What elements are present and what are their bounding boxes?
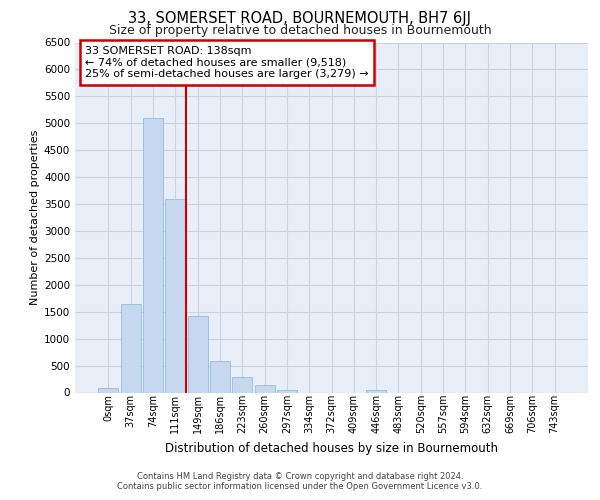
Bar bbox=[98, 388, 118, 392]
Text: Contains HM Land Registry data © Crown copyright and database right 2024.
Contai: Contains HM Land Registry data © Crown c… bbox=[118, 472, 482, 491]
Y-axis label: Number of detached properties: Number of detached properties bbox=[30, 130, 40, 305]
Bar bbox=[210, 362, 230, 392]
X-axis label: Distribution of detached houses by size in Bournemouth: Distribution of detached houses by size … bbox=[165, 442, 498, 454]
Bar bbox=[143, 118, 163, 392]
Bar bbox=[254, 384, 275, 392]
Bar bbox=[165, 198, 185, 392]
Text: Size of property relative to detached houses in Bournemouth: Size of property relative to detached ho… bbox=[109, 24, 491, 37]
Bar bbox=[121, 304, 141, 392]
Bar bbox=[366, 390, 386, 392]
Text: 33 SOMERSET ROAD: 138sqm
← 74% of detached houses are smaller (9,518)
25% of sem: 33 SOMERSET ROAD: 138sqm ← 74% of detach… bbox=[85, 46, 369, 79]
Bar bbox=[277, 390, 297, 392]
Bar bbox=[232, 376, 252, 392]
Bar bbox=[188, 316, 208, 392]
Text: 33, SOMERSET ROAD, BOURNEMOUTH, BH7 6JJ: 33, SOMERSET ROAD, BOURNEMOUTH, BH7 6JJ bbox=[128, 11, 472, 26]
